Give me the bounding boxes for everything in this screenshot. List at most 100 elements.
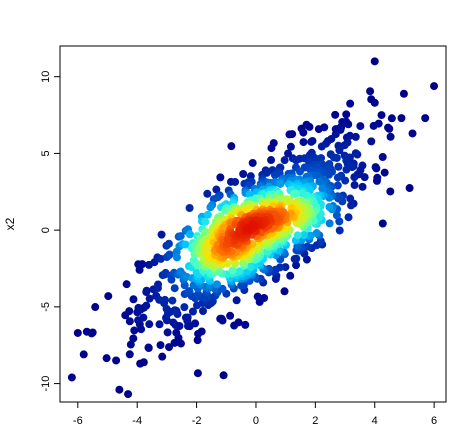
scatter-point xyxy=(253,292,262,301)
scatter-point xyxy=(126,340,135,349)
y-tick-label: 5 xyxy=(40,150,52,156)
scatter-point xyxy=(346,99,355,108)
scatter-point xyxy=(335,217,344,226)
scatter-point xyxy=(270,171,279,180)
scatter-point xyxy=(342,165,351,174)
scatter-point xyxy=(112,356,121,365)
y-axis-label: x2 xyxy=(3,217,17,230)
scatter-point xyxy=(185,287,194,296)
scatter-point xyxy=(125,307,134,316)
scatter-point xyxy=(203,210,212,219)
scatter-point xyxy=(333,181,342,190)
scatter-point xyxy=(307,137,316,146)
scatter-point xyxy=(180,303,189,312)
scatter-point xyxy=(160,295,169,304)
scatter-point xyxy=(299,128,308,137)
scatter-point xyxy=(168,296,177,305)
scatter-point xyxy=(293,242,302,251)
scatter-point xyxy=(329,153,338,162)
scatter-point xyxy=(299,138,308,147)
scatter-point xyxy=(351,149,360,158)
scatter-point xyxy=(344,120,353,129)
scatter-point xyxy=(125,317,134,326)
scatter-point xyxy=(397,114,406,123)
scatter-point xyxy=(176,232,185,241)
scatter-point xyxy=(292,156,301,165)
scatter-point xyxy=(185,230,194,239)
x-tick-label: 4 xyxy=(372,415,378,427)
scatter-point xyxy=(273,214,282,223)
scatter-point xyxy=(201,217,210,226)
scatter-point xyxy=(371,163,380,172)
scatter-point xyxy=(405,184,414,193)
scatter-point xyxy=(216,314,225,323)
scatter-point xyxy=(367,137,376,146)
y-tick-label: 10 xyxy=(40,71,52,83)
scatter-point xyxy=(155,320,164,329)
scatter-point xyxy=(115,385,124,394)
scatter-point xyxy=(181,240,190,249)
scatter-point xyxy=(290,255,299,264)
scatter-point xyxy=(142,301,151,310)
scatter-point xyxy=(386,132,395,141)
scatter-point xyxy=(366,87,375,96)
scatter-point xyxy=(169,318,178,327)
scatter-point xyxy=(358,182,367,191)
scatter-point xyxy=(125,350,134,359)
scatter-point xyxy=(241,320,250,329)
scatter-point xyxy=(334,162,343,171)
scatter-point xyxy=(276,179,285,188)
scatter-point xyxy=(163,328,172,337)
scatter-point xyxy=(317,142,326,151)
scatter-point xyxy=(292,261,301,270)
scatter-point xyxy=(386,187,395,196)
scatter-point xyxy=(350,173,359,182)
scatter-point xyxy=(165,250,174,259)
scatter-point xyxy=(88,328,97,337)
scatter-point xyxy=(248,158,257,167)
scatter-point xyxy=(232,296,241,305)
scatter-point xyxy=(79,350,88,359)
scatter-point xyxy=(172,328,181,337)
scatter-point xyxy=(213,280,222,289)
y-tick-label: -5 xyxy=(40,302,52,312)
scatter-point xyxy=(188,307,197,316)
scatter-point xyxy=(197,327,206,336)
scatter-point xyxy=(286,271,295,280)
scatter-point xyxy=(325,203,334,212)
scatter-point xyxy=(172,253,181,262)
scatter-point xyxy=(73,328,82,337)
scatter-point xyxy=(231,177,240,186)
scatter-point xyxy=(245,190,254,199)
scatter-point xyxy=(129,295,138,304)
scatter-point xyxy=(378,219,387,228)
x-axis: -6 -4 -2 0 2 4 6 xyxy=(73,402,437,427)
scatter-point xyxy=(430,82,439,91)
y-tick-label: -10 xyxy=(40,376,52,392)
scatter-point xyxy=(156,254,165,263)
scatter-point xyxy=(170,284,179,293)
scatter-point xyxy=(122,280,131,289)
scatter-point xyxy=(216,173,225,182)
scatter-point xyxy=(271,265,280,274)
scatter-point xyxy=(332,211,341,220)
scatter-point xyxy=(235,267,244,276)
scatter-point xyxy=(144,343,153,352)
scatter-point xyxy=(185,204,194,213)
scatter-point xyxy=(342,110,351,119)
scatter-point xyxy=(104,292,113,301)
plot-frame xyxy=(59,45,447,403)
scatter-point xyxy=(370,98,379,107)
scatter-point xyxy=(158,352,167,361)
scatter-point xyxy=(145,320,154,329)
scatter-point xyxy=(377,111,386,120)
scatter-point xyxy=(234,318,243,327)
scatter-point xyxy=(157,230,166,239)
scatter-point xyxy=(227,142,236,151)
scatter-point xyxy=(280,156,289,165)
scatter-point xyxy=(170,306,179,315)
scatter-point xyxy=(320,123,329,132)
scatter-point xyxy=(164,239,173,248)
scatter-point xyxy=(286,142,295,151)
